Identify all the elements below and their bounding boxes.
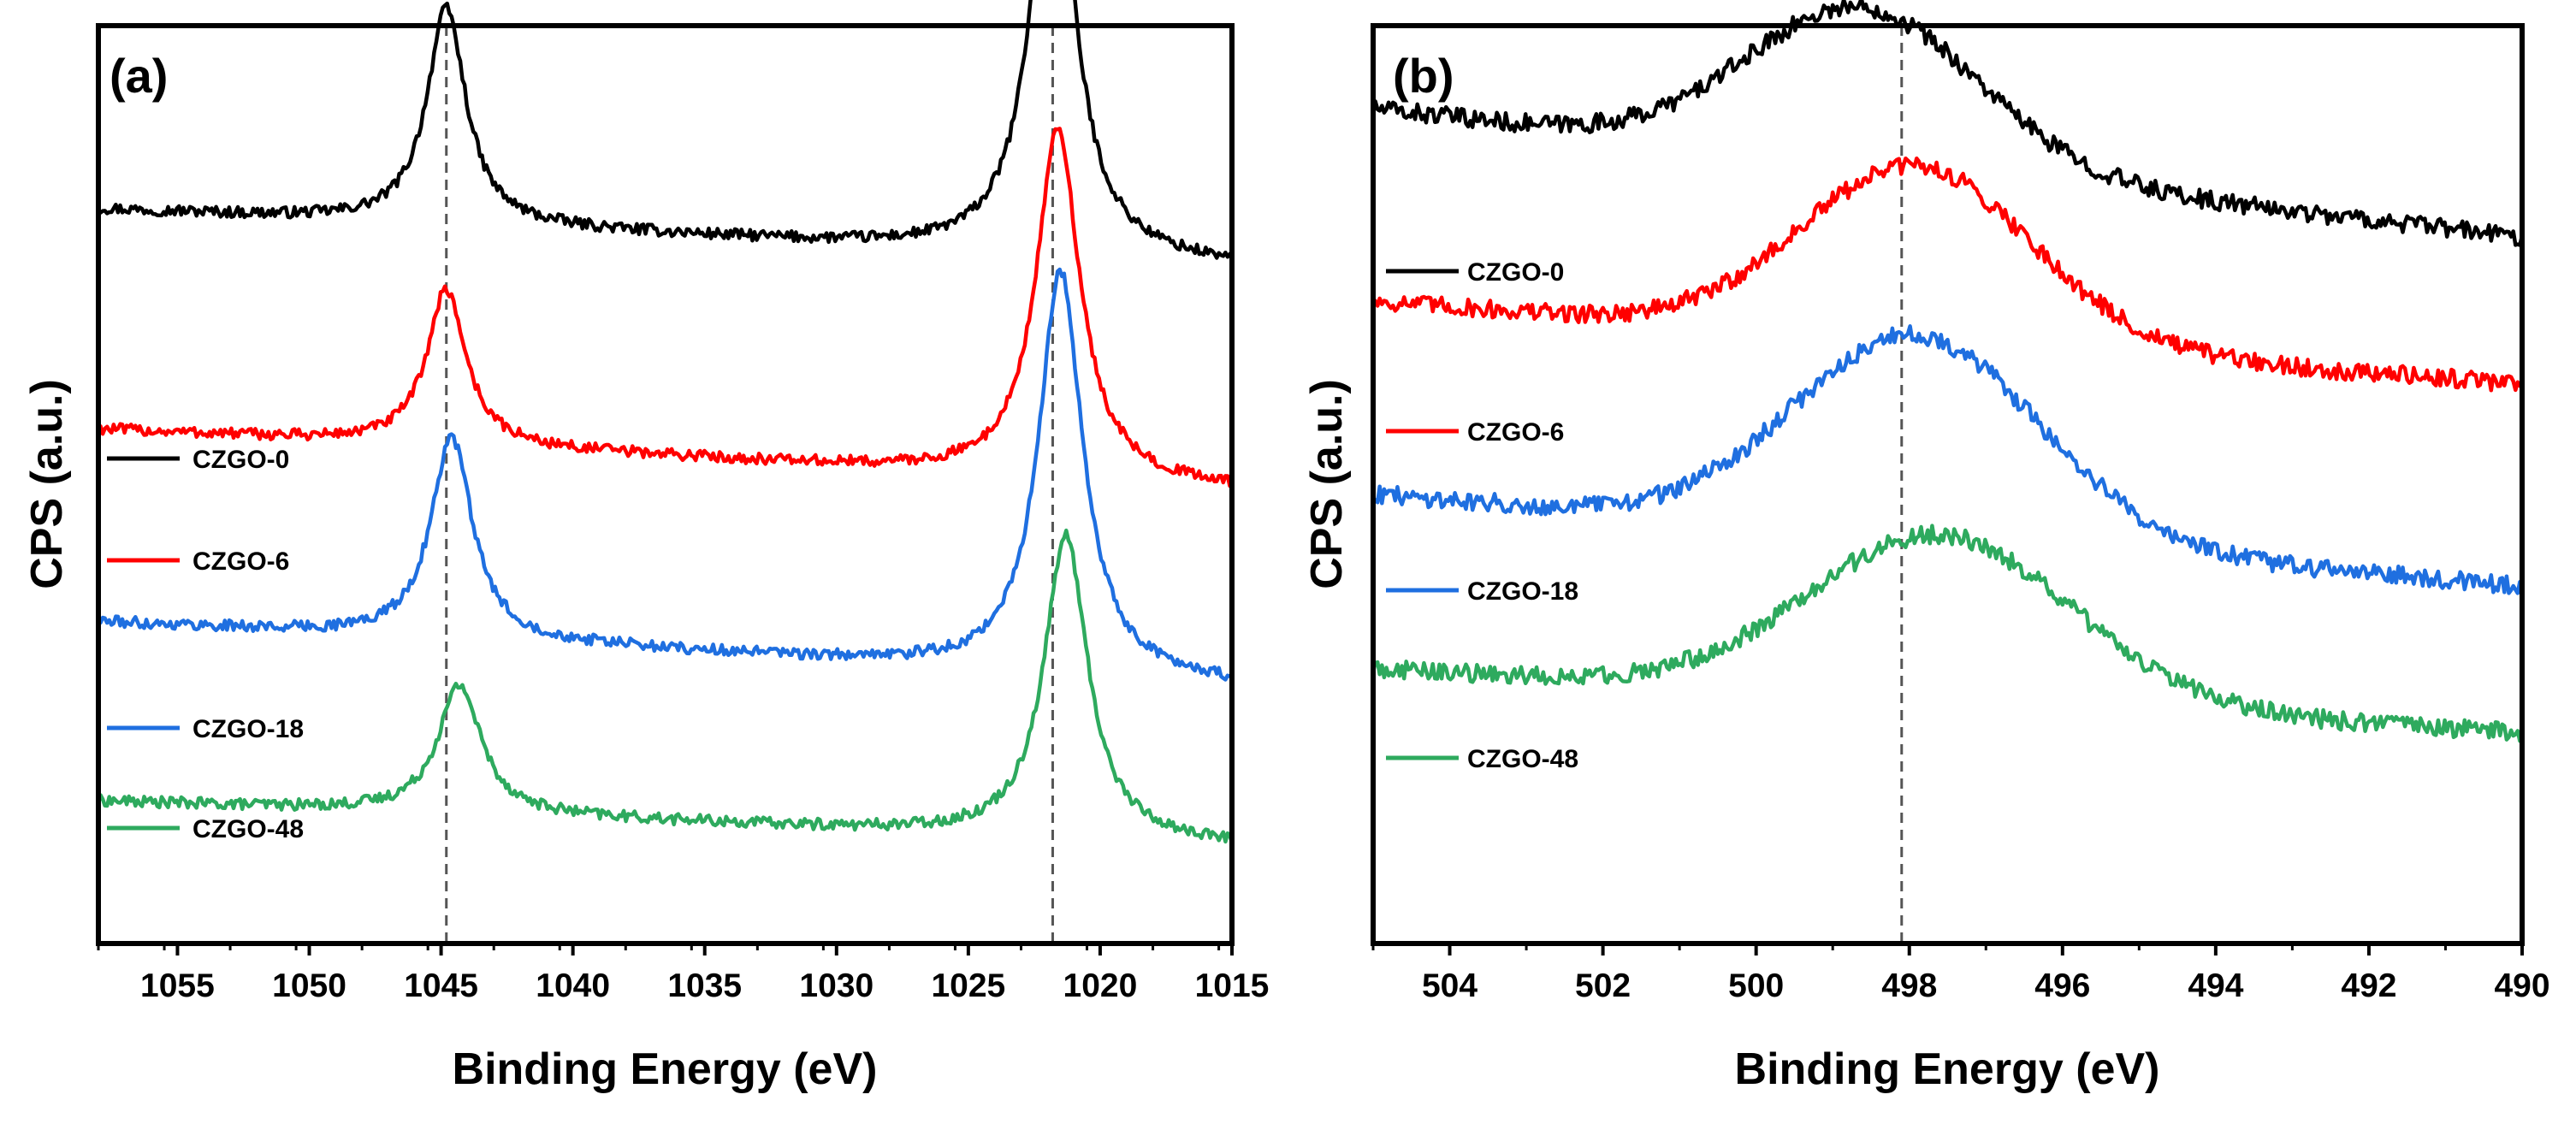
- panel-b: CZGO-0 CZGO-6 CZGO-18 CZGO-48 504 502 500 498 4…: [1302, 0, 2550, 1094]
- a-x-tick-label: 1015: [1195, 967, 1270, 1004]
- b-series-czgo-48: [1371, 524, 2523, 743]
- a-x-tick-label: 1040: [536, 967, 610, 1004]
- b-series-czgo-6: [1371, 156, 2523, 393]
- a-x-axis-label: Binding Energy (eV): [453, 1044, 878, 1094]
- b-plot-frame: [1371, 23, 2525, 946]
- a-series-czgo-6: [96, 127, 1235, 488]
- b-panel-tag: (b): [1393, 49, 1454, 103]
- b-series-czgo-18: [1371, 324, 2525, 595]
- a-series-czgo-0: [97, 0, 1233, 260]
- b-x-tick-label: 504: [1422, 967, 1477, 1004]
- b-legend-label: CZGO-18: [1467, 577, 1578, 606]
- b-legend-label: CZGO-6: [1467, 418, 1564, 447]
- b-y-axis-label: CPS (a.u.): [1302, 379, 1352, 589]
- b-x-tick-label: 500: [1728, 967, 1784, 1004]
- a-x-tick-label: 1055: [140, 967, 215, 1004]
- a-y-axis-label: CPS (a.u.): [22, 379, 72, 589]
- a-series-czgo-18: [98, 267, 1233, 682]
- a-x-tick-label: 1020: [1063, 967, 1138, 1004]
- b-legend-label: CZGO-0: [1467, 258, 1564, 287]
- a-series-czgo-48: [96, 528, 1235, 844]
- b-series-group: [1371, 0, 2525, 743]
- a-x-tick-label: 1025: [931, 967, 1005, 1004]
- b-x-tick-label: 494: [2188, 967, 2243, 1004]
- b-x-axis-label: Binding Energy (eV): [1735, 1044, 2160, 1094]
- a-legend-label: CZGO-48: [192, 815, 304, 843]
- a-x-tick-label: 1050: [272, 967, 346, 1004]
- b-series-czgo-0: [1371, 0, 2525, 247]
- a-panel-tag: (a): [110, 49, 168, 103]
- a-legend-label: CZGO-0: [192, 446, 289, 474]
- b-x-ticks: 504 502 500 498 496 494 492 490: [1371, 944, 2550, 1004]
- a-x-tick-label: 1030: [799, 967, 873, 1004]
- a-x-tick-label: 1045: [404, 967, 478, 1004]
- b-legend-label: CZGO-48: [1467, 745, 1578, 773]
- a-legend-label: CZGO-18: [192, 715, 304, 743]
- b-x-tick-label: 498: [1881, 967, 1937, 1004]
- b-x-tick-label: 502: [1575, 967, 1631, 1004]
- b-legend: CZGO-0 CZGO-6 CZGO-18 CZGO-48: [1386, 258, 1578, 773]
- a-x-tick-label: 1035: [667, 967, 742, 1004]
- a-plot-frame: [96, 23, 1235, 946]
- b-x-tick-label: 490: [2494, 967, 2549, 1004]
- a-legend: CZGO-0 CZGO-6 CZGO-18 CZGO-48: [107, 446, 304, 843]
- a-legend-label: CZGO-6: [192, 547, 289, 576]
- a-x-ticks: 1055 1050 1045 1040 1035 1030 1025 1020 1015: [97, 944, 1270, 1004]
- b-x-tick-label: 496: [2034, 967, 2090, 1004]
- a-series-group: [96, 0, 1235, 844]
- b-x-tick-label: 492: [2341, 967, 2396, 1004]
